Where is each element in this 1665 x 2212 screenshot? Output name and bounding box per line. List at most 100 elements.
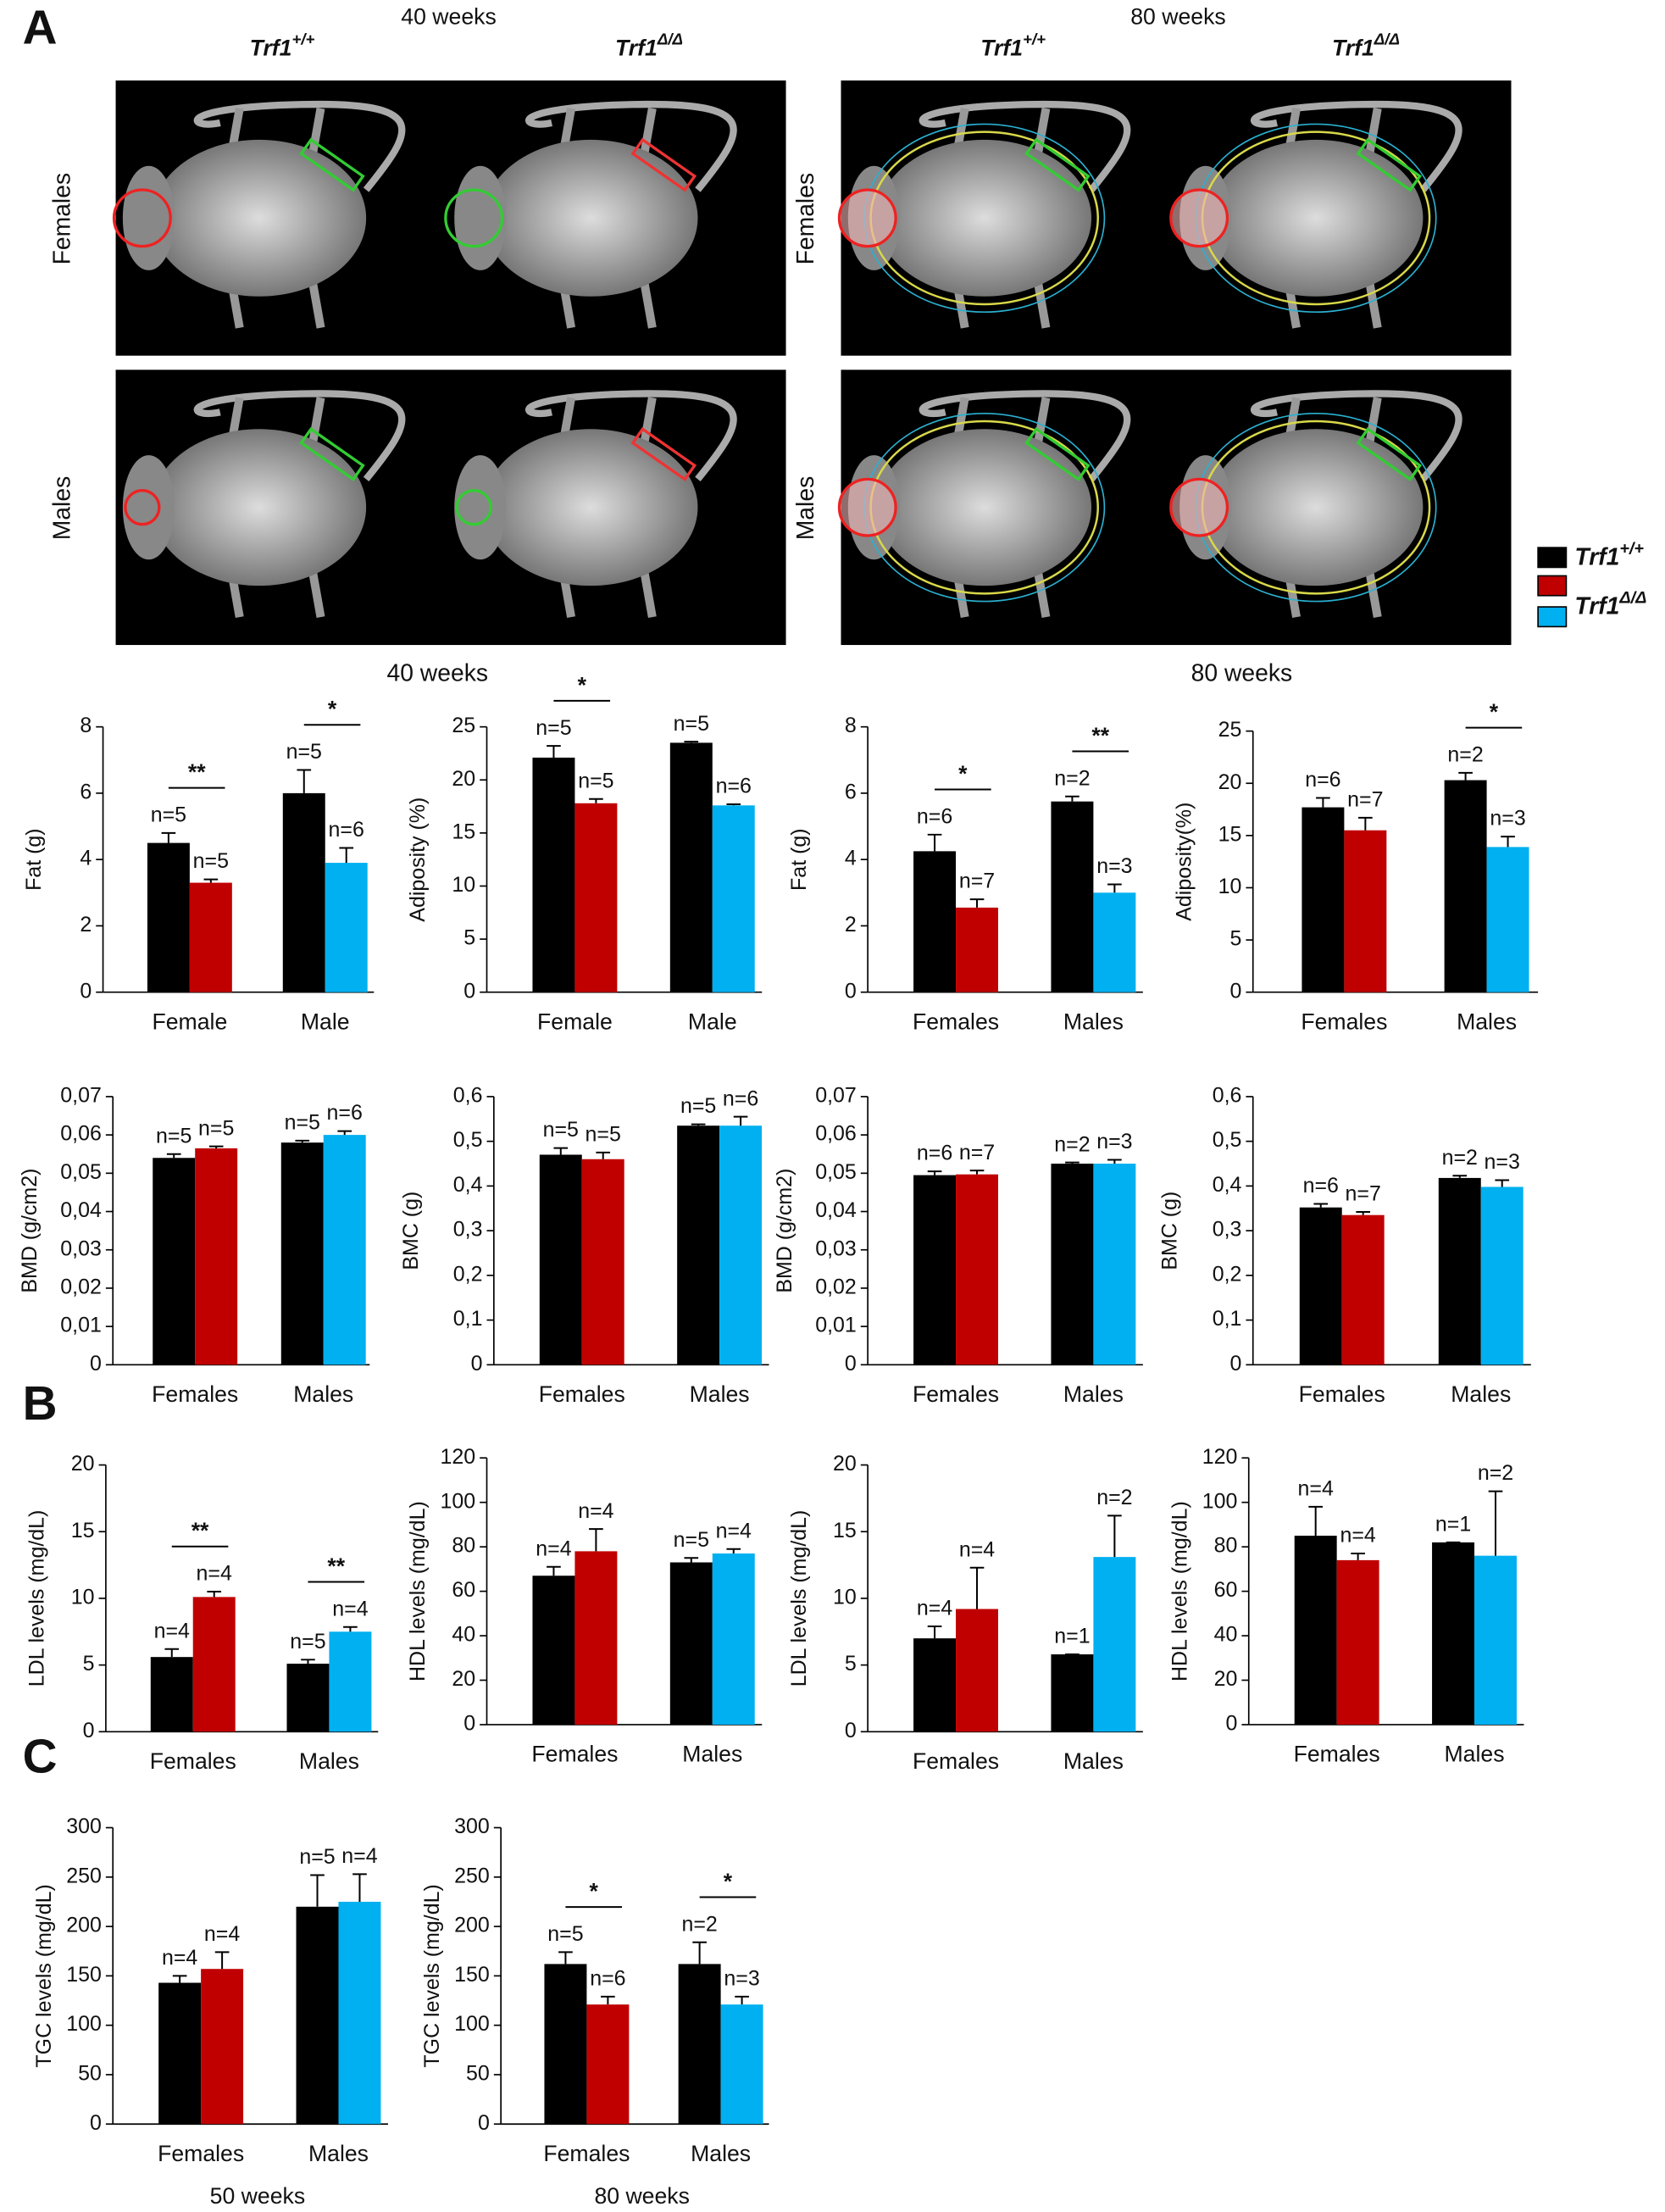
significance-label: ** bbox=[1091, 723, 1109, 748]
mouse-body bbox=[1208, 429, 1424, 586]
n-label: n=5 bbox=[299, 1845, 335, 1869]
n-label: n=7 bbox=[1346, 1182, 1381, 1206]
bar bbox=[1480, 1187, 1523, 1365]
y-tick-label: 0,06 bbox=[60, 1122, 102, 1146]
n-label: n=4 bbox=[162, 1946, 197, 1970]
significance-label: * bbox=[590, 1878, 599, 1904]
x-tick-label: Male bbox=[301, 1009, 350, 1034]
error-bar bbox=[301, 1659, 315, 1665]
n-label: n=4 bbox=[197, 1562, 232, 1586]
y-axis-label: Fat (g) bbox=[22, 828, 46, 891]
y-tick-label: 0,03 bbox=[60, 1237, 102, 1260]
y-tick-label: 200 bbox=[66, 1914, 102, 1937]
y-tick-label: 0,01 bbox=[815, 1314, 857, 1337]
y-tick-label: 15 bbox=[833, 1519, 857, 1542]
mouse-body bbox=[1208, 139, 1424, 297]
error-bar bbox=[596, 1151, 611, 1159]
bar bbox=[1294, 1536, 1337, 1725]
mouse-tail bbox=[525, 390, 737, 482]
y-axis-label: HDL levels (mg/dL) bbox=[1168, 1501, 1191, 1681]
y-tick-label: 6 bbox=[80, 780, 92, 803]
y-tick-label: 0,02 bbox=[60, 1276, 102, 1299]
bar bbox=[323, 1135, 366, 1365]
error-bar bbox=[1488, 1490, 1503, 1556]
bar bbox=[669, 1562, 713, 1725]
genotype: +/+ bbox=[291, 31, 314, 48]
error-bar bbox=[339, 847, 354, 864]
genotype: Δ/Δ bbox=[1374, 31, 1400, 48]
y-tick-label: 10 bbox=[71, 1586, 95, 1609]
x-tick-label: Females bbox=[150, 1748, 236, 1774]
y-tick-label: 0,5 bbox=[1213, 1128, 1242, 1152]
bar bbox=[1093, 892, 1136, 992]
y-tick-label: 20 bbox=[452, 1667, 475, 1691]
significance-label: * bbox=[578, 672, 587, 698]
n-label: n=2 bbox=[681, 1912, 717, 1936]
roi-bone bbox=[1024, 137, 1091, 192]
n-label: n=6 bbox=[590, 1966, 625, 1990]
y-tick-label: 15 bbox=[1218, 822, 1242, 846]
y-tick-label: 15 bbox=[71, 1519, 95, 1542]
x-tick-label: Males bbox=[1063, 1748, 1124, 1774]
y-tick-label: 40 bbox=[1214, 1623, 1238, 1647]
bar bbox=[913, 1638, 957, 1732]
y-tick-label: 0 bbox=[845, 979, 857, 1003]
x-tick-label: Males bbox=[299, 1748, 359, 1774]
mouse-tail bbox=[919, 100, 1131, 192]
bar bbox=[1344, 830, 1387, 992]
x-tick-label: Females bbox=[543, 2141, 630, 2166]
error-bar bbox=[1065, 795, 1079, 802]
error-bar bbox=[1458, 771, 1473, 781]
error-bar bbox=[352, 1873, 367, 1902]
y-tick-label: 5 bbox=[83, 1652, 95, 1676]
error-bar bbox=[164, 1648, 180, 1658]
error-bar bbox=[1358, 816, 1373, 831]
y-axis-label: Fat (g) bbox=[787, 828, 811, 891]
n-label: n=5 bbox=[547, 1922, 583, 1946]
x-tick-label: Males bbox=[1451, 1381, 1511, 1407]
y-tick-label: 100 bbox=[1202, 1489, 1238, 1513]
y-tick-label: 0 bbox=[463, 1712, 475, 1736]
y-tick-label: 8 bbox=[80, 714, 92, 737]
y-tick-label: 0,04 bbox=[815, 1198, 857, 1222]
gene-name: Trf1 bbox=[1574, 592, 1619, 620]
mouse-tail bbox=[193, 390, 406, 482]
bar bbox=[158, 1982, 202, 2125]
x-tick-label: Males bbox=[1063, 1381, 1124, 1407]
roi-head bbox=[444, 188, 504, 248]
y-tick-label: 10 bbox=[1218, 875, 1242, 898]
error-bar bbox=[1356, 1210, 1371, 1215]
y-tick-label: 0 bbox=[90, 1352, 102, 1376]
y-tick-label: 0 bbox=[1226, 1712, 1238, 1736]
roi-head bbox=[837, 188, 897, 248]
y-tick-label: 0,07 bbox=[60, 1084, 102, 1108]
genotype-label: Trf1Δ/Δ bbox=[1332, 31, 1400, 61]
y-tick-label: 25 bbox=[452, 714, 475, 737]
error-bar bbox=[1107, 1514, 1122, 1558]
n-label: n=5 bbox=[680, 1094, 716, 1118]
error-bar bbox=[295, 1139, 310, 1143]
bar bbox=[532, 757, 575, 992]
genotype-label: Trf1+/+ bbox=[1574, 540, 1644, 570]
mouse-tail bbox=[193, 100, 406, 192]
gene-name: Trf1 bbox=[250, 35, 292, 60]
row-label: Females bbox=[47, 173, 75, 265]
error-bar bbox=[1107, 1159, 1122, 1164]
bar bbox=[678, 1964, 721, 2125]
error-bar bbox=[1107, 883, 1122, 893]
mouse-tail bbox=[919, 390, 1131, 482]
n-label: n=4 bbox=[341, 1844, 377, 1868]
bar bbox=[296, 1906, 339, 2125]
error-bar bbox=[1452, 1175, 1468, 1178]
significance-label: * bbox=[328, 697, 337, 722]
y-tick-label: 50 bbox=[78, 2062, 102, 2086]
error-bar bbox=[547, 1565, 561, 1576]
n-label: n=3 bbox=[1096, 854, 1132, 878]
y-tick-label: 20 bbox=[1214, 1667, 1238, 1691]
bar bbox=[286, 1664, 330, 1732]
y-tick-label: 40 bbox=[452, 1623, 475, 1647]
error-bar bbox=[969, 1170, 985, 1175]
n-label: n=1 bbox=[1054, 1625, 1090, 1648]
